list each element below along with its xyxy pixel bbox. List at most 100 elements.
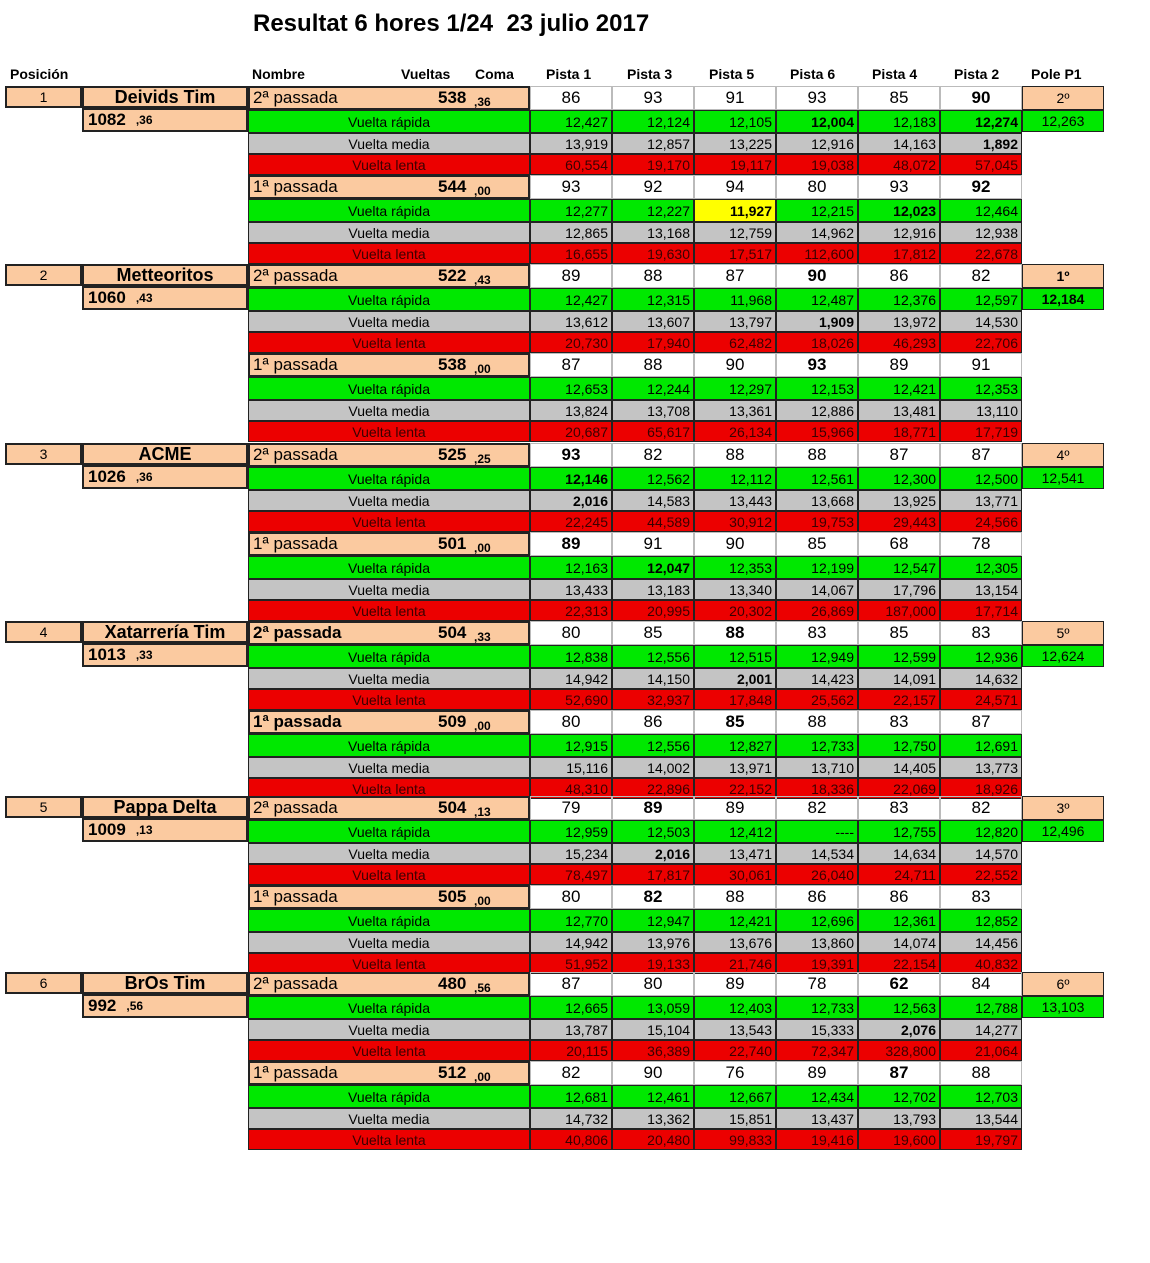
- pole-place: 1º: [1022, 264, 1104, 288]
- session-name: 2ª passada: [253, 623, 342, 642]
- time-media: 14,150: [612, 668, 694, 689]
- lap-count: 82: [612, 885, 694, 909]
- session-label: 1ª passada 501 ,00: [248, 532, 530, 556]
- header-pista-5: Pista 4: [872, 66, 918, 82]
- header-pista-3: Pista 5: [709, 66, 755, 82]
- time-lenta: 22,896: [612, 778, 694, 799]
- team-position: 2: [5, 264, 82, 286]
- time-media: 14,091: [858, 668, 940, 689]
- time-media: 13,437: [776, 1108, 858, 1129]
- lap-count: 86: [776, 885, 858, 909]
- time-media: 2,001: [694, 668, 776, 689]
- row-label-rapida: Vuelta rápida: [248, 909, 530, 932]
- lap-count: 88: [612, 353, 694, 377]
- time-lenta: 17,714: [940, 600, 1022, 621]
- time-media: 13,607: [612, 311, 694, 332]
- pole-place: 2º: [1022, 86, 1104, 110]
- session-vueltas: 538: [438, 355, 467, 374]
- time-media: 14,634: [858, 843, 940, 864]
- header-posicion: Posición: [10, 66, 69, 82]
- session-name: 2ª passada: [253, 798, 338, 817]
- time-rapida: 12,434: [776, 1085, 858, 1108]
- lap-count: 93: [776, 353, 858, 377]
- session-vueltas: 480: [438, 974, 467, 993]
- time-media: 13,668: [776, 490, 858, 511]
- time-rapida: 12,733: [776, 734, 858, 757]
- pole-place: 6º: [1022, 972, 1104, 996]
- time-lenta: 60,554: [530, 154, 612, 175]
- lap-count: 85: [858, 621, 940, 645]
- lap-count: 89: [858, 353, 940, 377]
- row-label-media: Vuelta media: [248, 222, 530, 243]
- time-media: 13,676: [694, 932, 776, 953]
- time-rapida: 12,305: [940, 556, 1022, 579]
- lap-count: 78: [940, 532, 1022, 556]
- team-total: 992,56: [82, 994, 248, 1018]
- time-rapida: 12,274: [940, 110, 1022, 133]
- time-lenta: 48,310: [530, 778, 612, 799]
- time-rapida: 12,277: [530, 199, 612, 222]
- team-total: 1009 ,13: [82, 818, 248, 842]
- row-label-media: Vuelta media: [248, 579, 530, 600]
- time-media: 14,405: [858, 757, 940, 778]
- time-rapida: 12,297: [694, 377, 776, 400]
- lap-count: 87: [530, 972, 612, 996]
- time-rapida: 12,667: [694, 1085, 776, 1108]
- row-label-rapida: Vuelta rápida: [248, 199, 530, 222]
- time-rapida: 12,315: [612, 288, 694, 311]
- time-media: 12,916: [776, 133, 858, 154]
- row-label-media: Vuelta media: [248, 1019, 530, 1040]
- lap-count: 87: [858, 1061, 940, 1085]
- time-lenta: 22,157: [858, 689, 940, 710]
- lap-count: 83: [776, 621, 858, 645]
- time-rapida: 12,703: [940, 1085, 1022, 1108]
- time-media: 13,971: [694, 757, 776, 778]
- time-lenta: 78,497: [530, 864, 612, 885]
- session-vueltas: 504: [438, 623, 467, 642]
- session-coma: ,00: [474, 719, 491, 733]
- lap-count: 88: [694, 621, 776, 645]
- time-lenta: 17,517: [694, 243, 776, 264]
- time-lenta: 187,000: [858, 600, 940, 621]
- team-total-value: 992: [88, 996, 117, 1015]
- lap-count: 68: [858, 532, 940, 556]
- time-lenta: 40,832: [940, 953, 1022, 974]
- time-rapida: 12,852: [940, 909, 1022, 932]
- time-media: 12,865: [530, 222, 612, 243]
- time-media: 13,481: [858, 400, 940, 421]
- time-rapida: 12,112: [694, 467, 776, 490]
- lap-count: 86: [612, 710, 694, 734]
- pole-time: 12,263: [1022, 110, 1104, 132]
- lap-count: 80: [530, 885, 612, 909]
- time-rapida: 12,503: [612, 820, 694, 843]
- time-media: 2,076: [858, 1019, 940, 1040]
- session-coma: ,00: [474, 1070, 491, 1084]
- time-rapida: 12,403: [694, 996, 776, 1019]
- lap-count: 83: [940, 621, 1022, 645]
- lap-count: 80: [612, 972, 694, 996]
- lap-count: 94: [694, 175, 776, 199]
- lap-count: 78: [776, 972, 858, 996]
- time-lenta: 52,690: [530, 689, 612, 710]
- time-lenta: 16,655: [530, 243, 612, 264]
- time-lenta: 17,719: [940, 421, 1022, 442]
- team-position: 3: [5, 443, 82, 465]
- lap-count: 86: [858, 885, 940, 909]
- session-name: 1ª passada: [253, 355, 338, 374]
- time-lenta: 22,154: [858, 953, 940, 974]
- session-coma: ,00: [474, 541, 491, 555]
- time-media: 12,886: [776, 400, 858, 421]
- session-label: 1ª passada 512 ,00: [248, 1061, 530, 1085]
- time-media: 13,708: [612, 400, 694, 421]
- time-rapida: 12,556: [612, 645, 694, 668]
- team-total-comma: ,36: [135, 470, 153, 484]
- time-rapida: 12,163: [530, 556, 612, 579]
- lap-count: 87: [858, 443, 940, 467]
- time-lenta: 21,064: [940, 1040, 1022, 1061]
- time-lenta: 99,833: [694, 1129, 776, 1150]
- row-label-media: Vuelta media: [248, 490, 530, 511]
- time-rapida: 12,421: [694, 909, 776, 932]
- header-pole: Pole P1: [1031, 66, 1082, 82]
- time-rapida: 12,733: [776, 996, 858, 1019]
- lap-count: 80: [530, 710, 612, 734]
